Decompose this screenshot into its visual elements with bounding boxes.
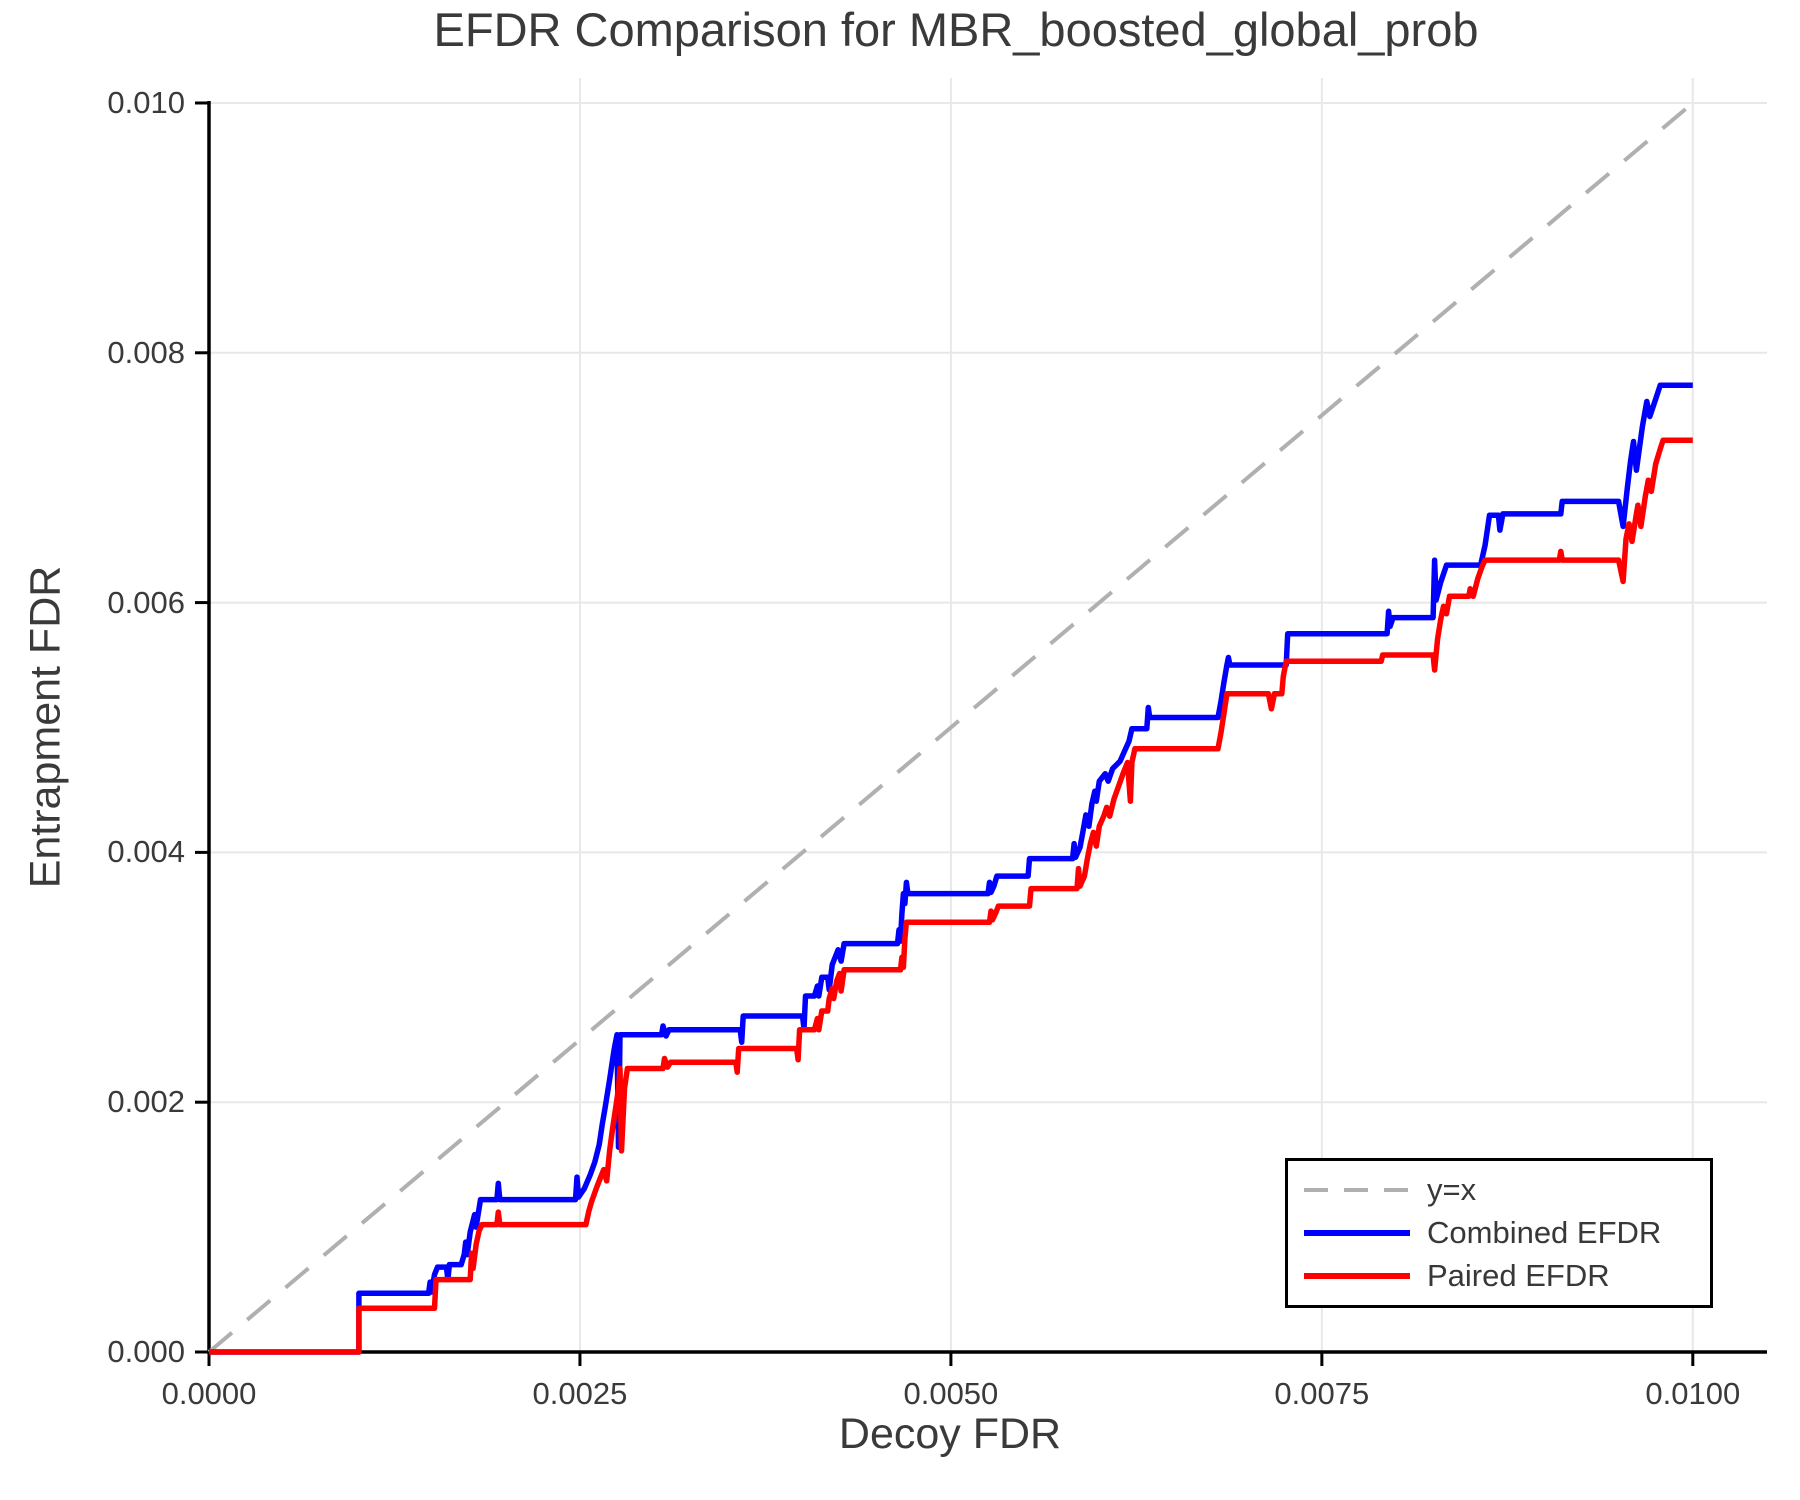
y-tick-label: 0.000 bbox=[107, 1334, 185, 1369]
legend-row: Combined EFDR bbox=[1304, 1215, 1700, 1251]
y-tick-label: 0.004 bbox=[107, 834, 185, 870]
chart-title: EFDR Comparison for MBR_boosted_global_p… bbox=[433, 3, 1479, 56]
legend-label: Combined EFDR bbox=[1427, 1214, 1662, 1250]
dashed-line-sample bbox=[1304, 1188, 1410, 1193]
legend-label: Paired EFDR bbox=[1427, 1257, 1610, 1293]
combined-efdr-line-sample bbox=[1304, 1229, 1410, 1236]
legend-row: Paired EFDR bbox=[1304, 1258, 1700, 1294]
y-axis-label: Entrapment FDR bbox=[21, 565, 70, 889]
y-tick-label: 0.008 bbox=[107, 334, 185, 370]
legend-label: y=x bbox=[1427, 1172, 1477, 1208]
x-tick-label: 0.0100 bbox=[1645, 1376, 1741, 1411]
x-tick-label: 0.0025 bbox=[532, 1376, 628, 1411]
y-tick-label: 0.006 bbox=[107, 584, 185, 620]
paired-efdr-line-sample bbox=[1304, 1272, 1410, 1279]
legend-box: y=x Combined EFDR Paired EFDR bbox=[1285, 1158, 1713, 1308]
y-tick-label: 0.010 bbox=[107, 84, 185, 120]
x-tick-label: 0.0000 bbox=[161, 1376, 257, 1411]
x-tick-label: 0.0050 bbox=[903, 1376, 999, 1411]
y-tick-label: 0.002 bbox=[107, 1084, 185, 1120]
x-axis-label: Decoy FDR bbox=[838, 1410, 1062, 1458]
legend-row: y=x bbox=[1304, 1172, 1700, 1208]
x-tick-label: 0.0075 bbox=[1274, 1376, 1370, 1411]
